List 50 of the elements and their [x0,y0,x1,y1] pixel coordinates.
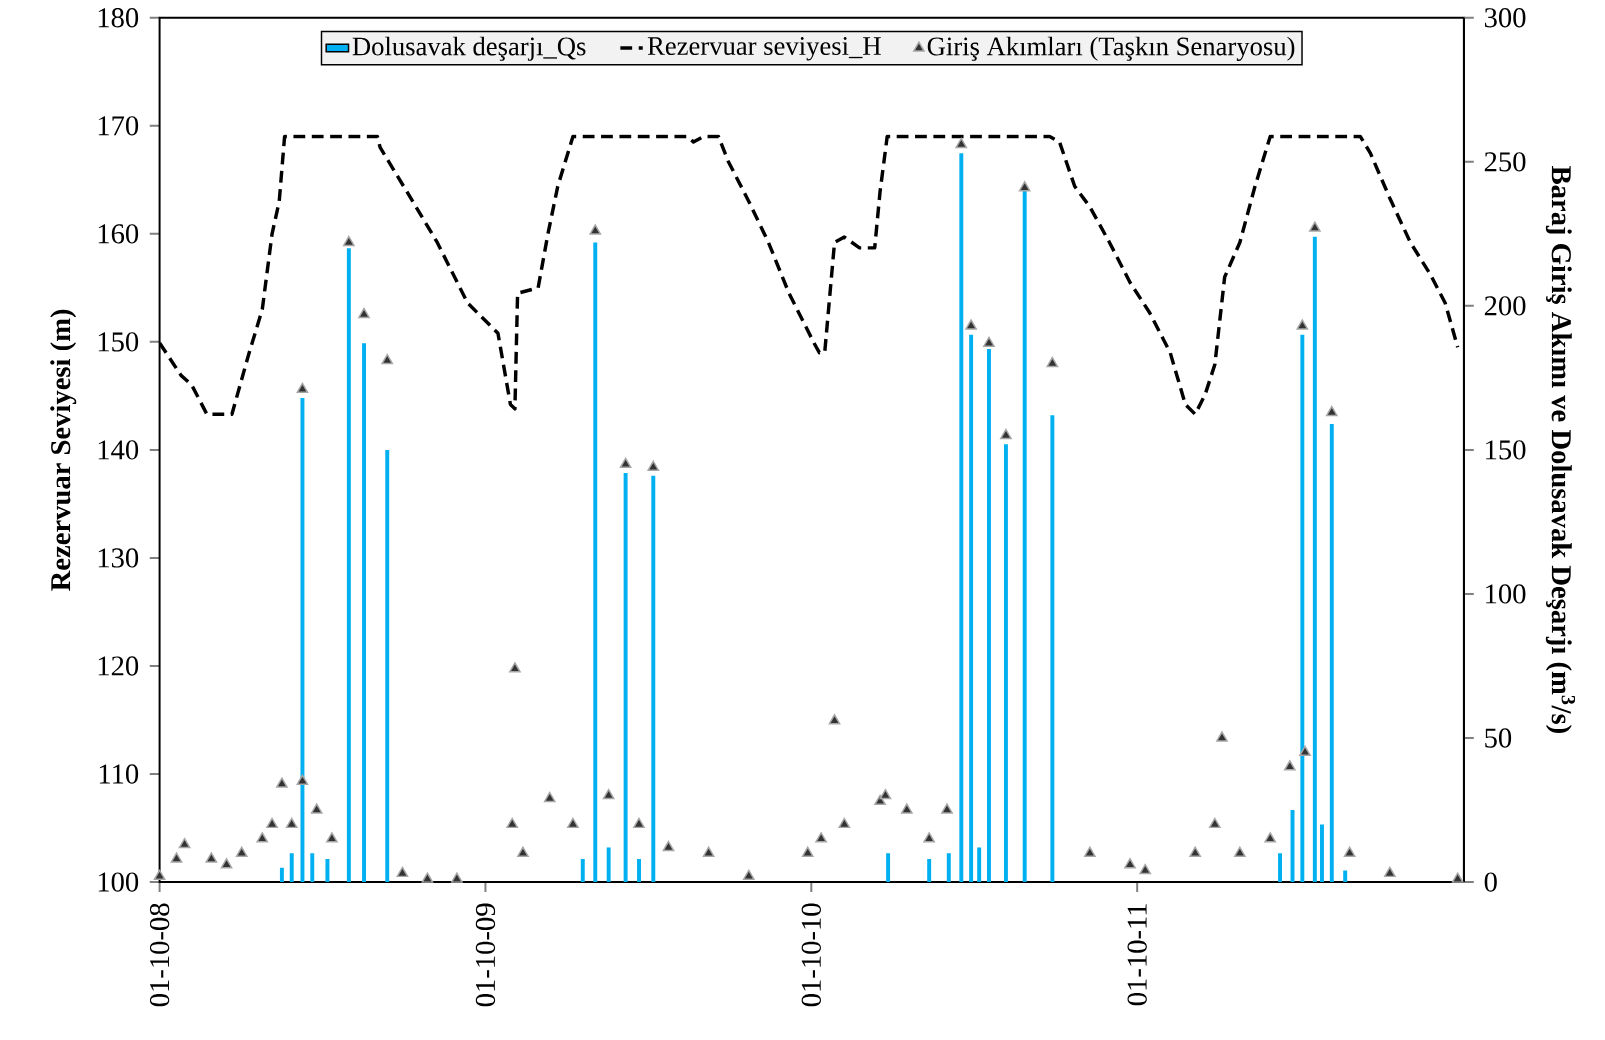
bar [362,343,367,883]
bar [1320,824,1324,883]
bar [977,847,982,883]
y2-tick-label: 300 [1484,8,1526,28]
y2-tick-label: 200 [1484,296,1526,316]
bar [606,847,611,883]
bar [310,853,315,883]
bar [1278,853,1282,883]
bar [593,242,598,883]
bar [385,449,390,883]
x-tick-label: 01-10-10 [801,903,821,1007]
y-tick-label: 140 [98,440,139,460]
bar [637,859,641,883]
y-tick-label: 170 [98,116,139,136]
y2-axis-title: Baraj Giriş Akımı ve Dolusavak Deşarjı (m$^{3}$/s) [1545,166,1576,733]
bar [946,853,951,883]
legend-label: Rezervuar seviyesi_H [647,37,881,61]
y-tick-label: 180 [98,8,139,28]
bar [1050,415,1055,883]
bar [959,153,964,883]
bar [1312,236,1317,883]
y2-tick-label: 150 [1486,440,1526,460]
y2-tick-label: 50 [1485,728,1512,748]
bar [580,859,585,883]
bar [279,867,284,883]
bar [651,475,656,883]
bar [1329,424,1334,883]
y-axis-title: Rezervuar Seviyesi (m) [50,309,77,591]
x-tick-label: 01-10-08 [149,903,170,1007]
legend-label: Giriş Akımları (Taşkın Senaryosu) [927,36,1295,61]
bar [289,853,294,883]
y-tick-label: 110 [99,764,139,784]
bar [325,859,330,883]
y2-tick-label: 0 [1484,872,1497,892]
y-tick-label: 150 [98,332,139,352]
bar [1003,444,1008,883]
bar [1343,870,1348,883]
x-tick-label: 01-10-09 [475,903,496,1007]
y-tick-label: 130 [98,548,139,568]
bar [886,853,891,883]
y2-tick-label: 100 [1486,584,1526,604]
bar [969,334,974,883]
y2-tick-label: 250 [1484,152,1526,172]
x-tick-label: 01-10-11 [1127,904,1147,1006]
bar [623,472,628,883]
y-tick-label: 120 [98,656,139,676]
bar [927,859,932,883]
y-tick-label: 160 [98,224,139,244]
legend-label: Dolusavak deşarjı_Qs [352,36,586,61]
y-tick-label: 100 [98,872,139,892]
